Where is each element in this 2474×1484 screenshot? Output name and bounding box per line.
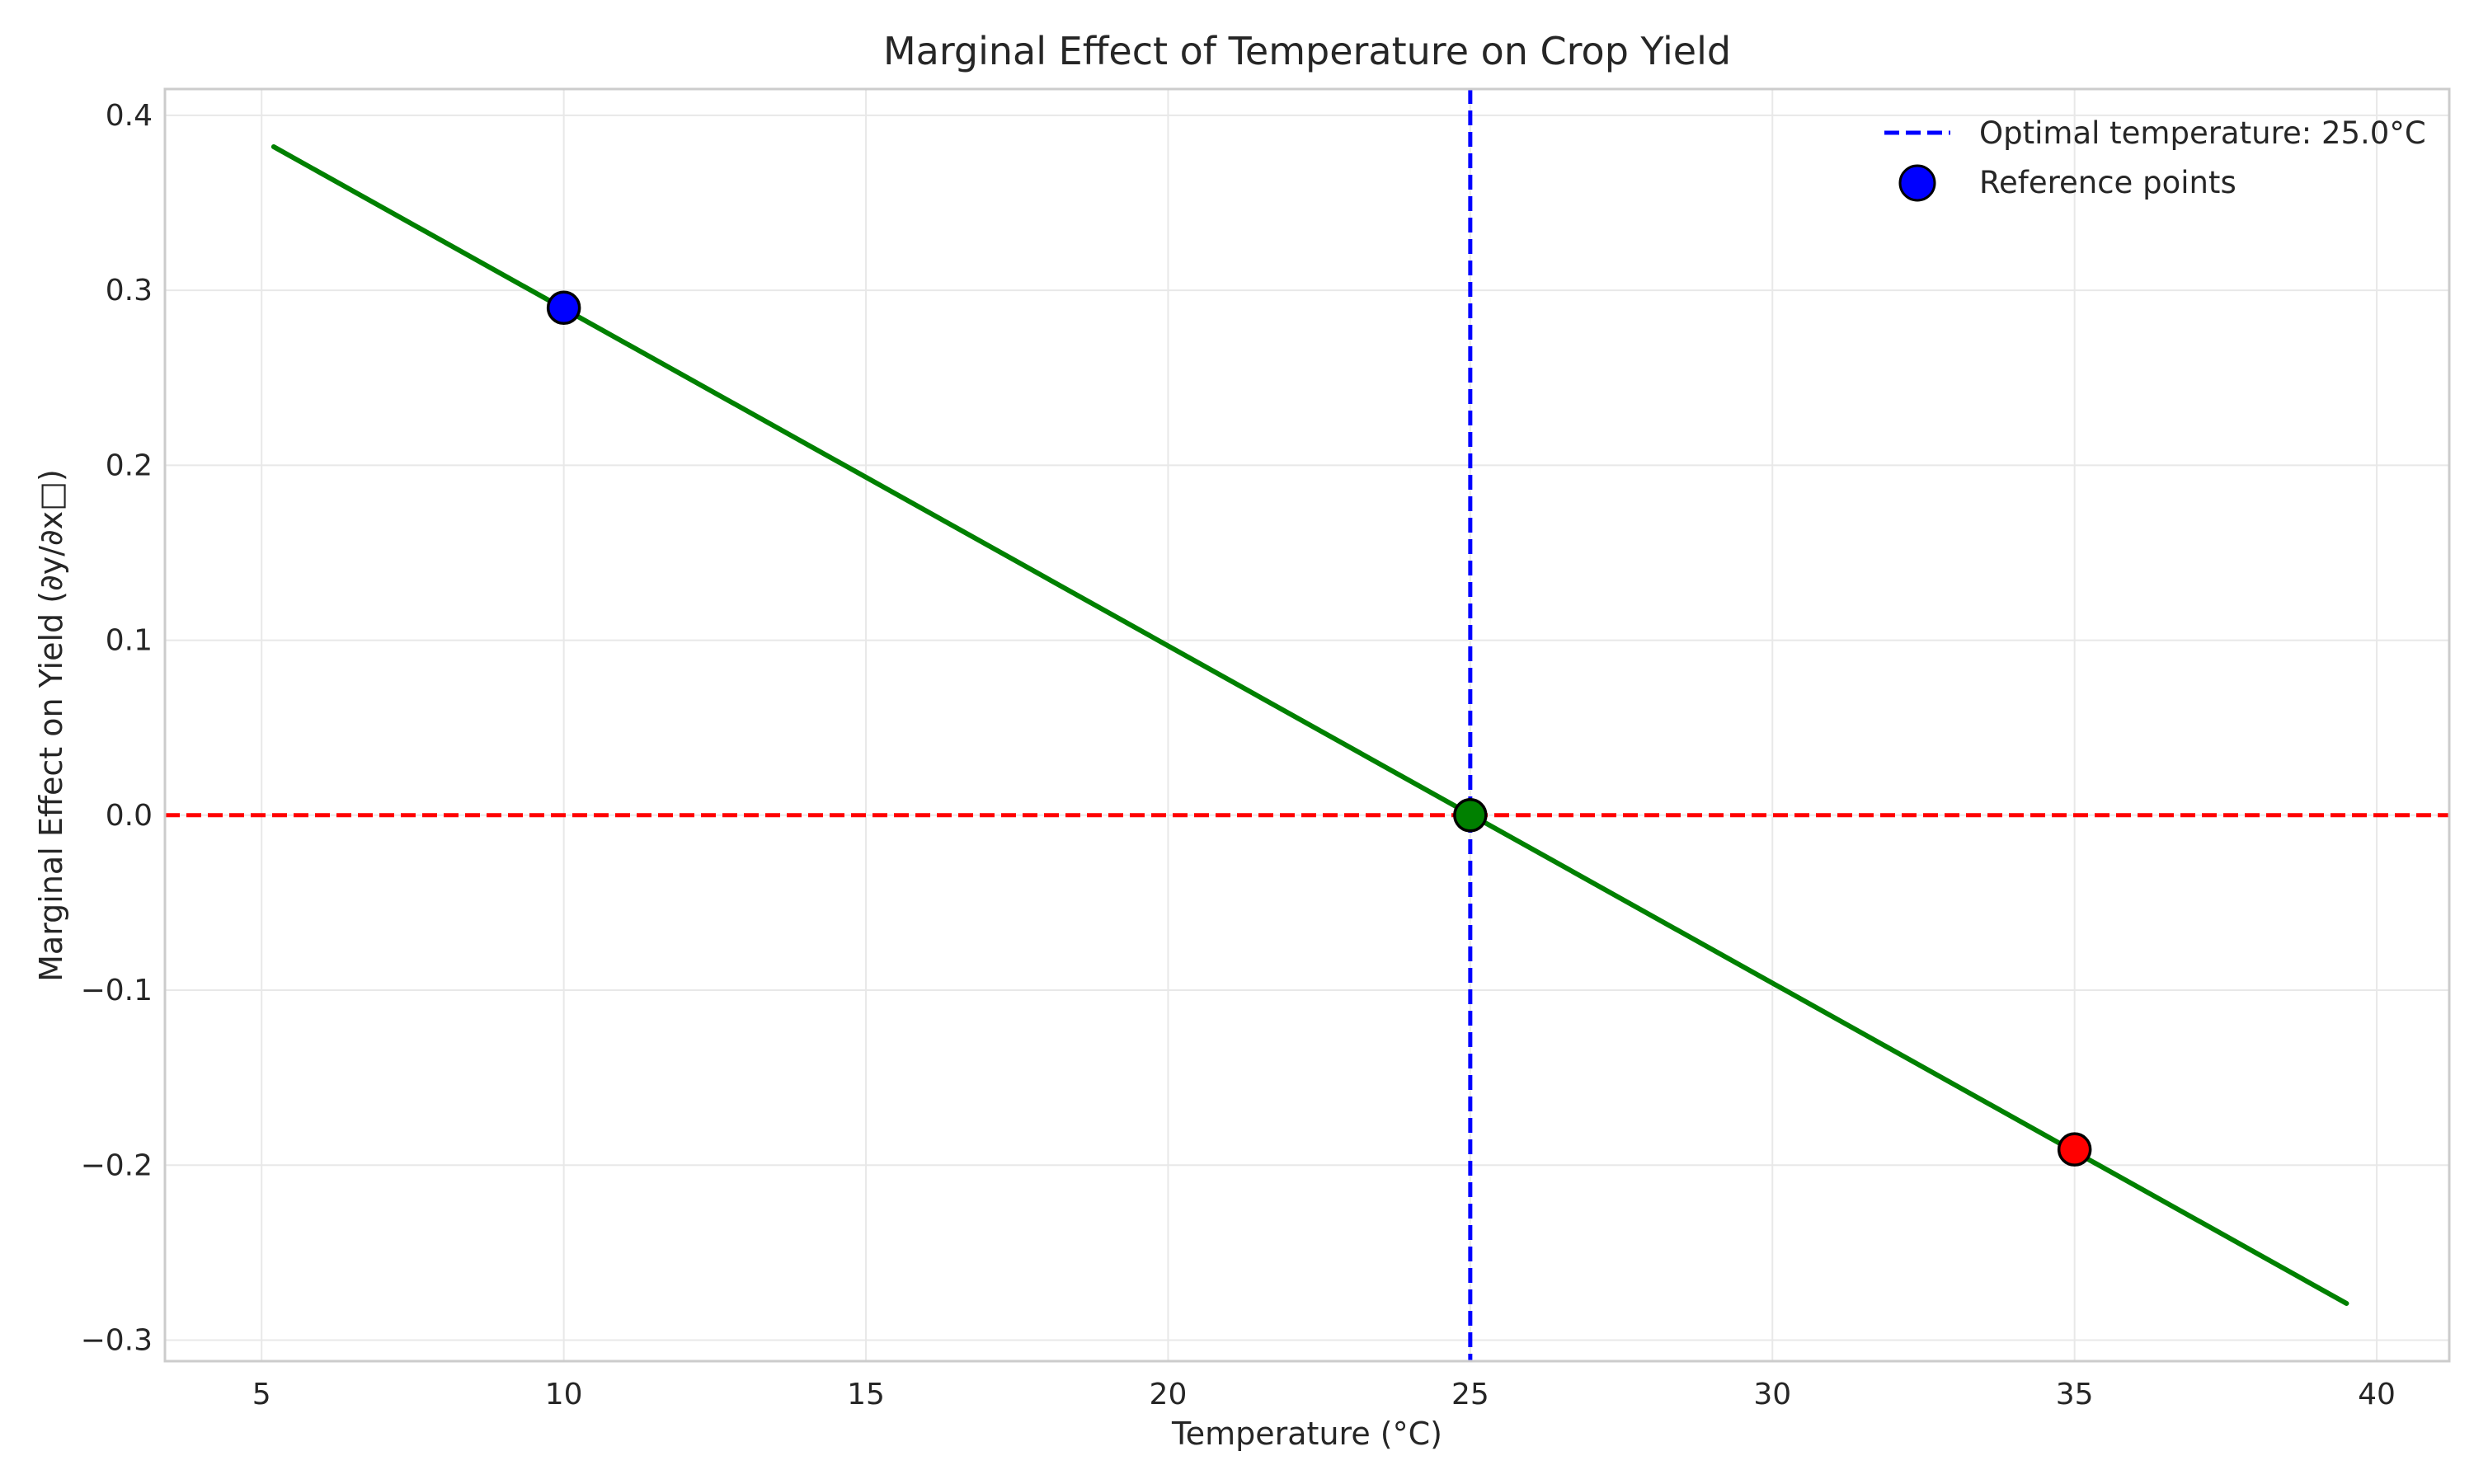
y-tick-label: −0.2 bbox=[81, 1148, 153, 1182]
y-tick-label: 0.2 bbox=[106, 448, 153, 482]
y-tick-label: 0.0 bbox=[106, 799, 153, 833]
y-tick-label: 0.4 bbox=[106, 99, 153, 133]
y-tick-label: 0.3 bbox=[106, 274, 153, 308]
legend-label-reference-points: Reference points bbox=[1979, 165, 2236, 200]
reference-point bbox=[546, 290, 581, 326]
x-tick-label: 15 bbox=[847, 1378, 885, 1411]
legend: Optimal temperature: 25.0°C Reference po… bbox=[1884, 115, 2426, 202]
x-tick-label: 30 bbox=[1753, 1378, 1791, 1411]
tick-labels: 5 10 15 20 25 30 35 40 −0.3 −0.2 −0.1 0.0 0.1 0.2 0.3 0… bbox=[81, 99, 2396, 1411]
x-tick-label: 5 bbox=[252, 1378, 271, 1411]
y-tick-label: −0.1 bbox=[81, 974, 153, 1007]
x-tick-label: 40 bbox=[2358, 1378, 2396, 1411]
chart-title: Marginal Effect of Temperature on Crop Y… bbox=[883, 29, 1731, 73]
reference-point bbox=[2057, 1132, 2092, 1167]
legend-marker-reference-points bbox=[1898, 164, 1936, 202]
x-tick-label: 25 bbox=[1451, 1378, 1489, 1411]
y-tick-label: 0.1 bbox=[106, 624, 153, 658]
y-axis-title: Marginal Effect on Yield (∂y/∂x□) bbox=[33, 469, 69, 982]
x-tick-label: 10 bbox=[545, 1378, 583, 1411]
x-tick-label: 35 bbox=[2056, 1378, 2094, 1411]
marginal-effect-line bbox=[270, 144, 2349, 1306]
reference-lines bbox=[165, 89, 2449, 1361]
y-tick-label: −0.3 bbox=[81, 1324, 153, 1358]
reference-point bbox=[1453, 798, 1488, 833]
x-tick-label: 20 bbox=[1150, 1378, 1188, 1411]
legend-label-optimal-temperature: Optimal temperature: 25.0°C bbox=[1979, 115, 2426, 151]
series bbox=[270, 144, 2349, 1306]
plot-frame bbox=[163, 87, 2451, 1363]
x-axis-title: Temperature (°C) bbox=[1171, 1416, 1442, 1452]
